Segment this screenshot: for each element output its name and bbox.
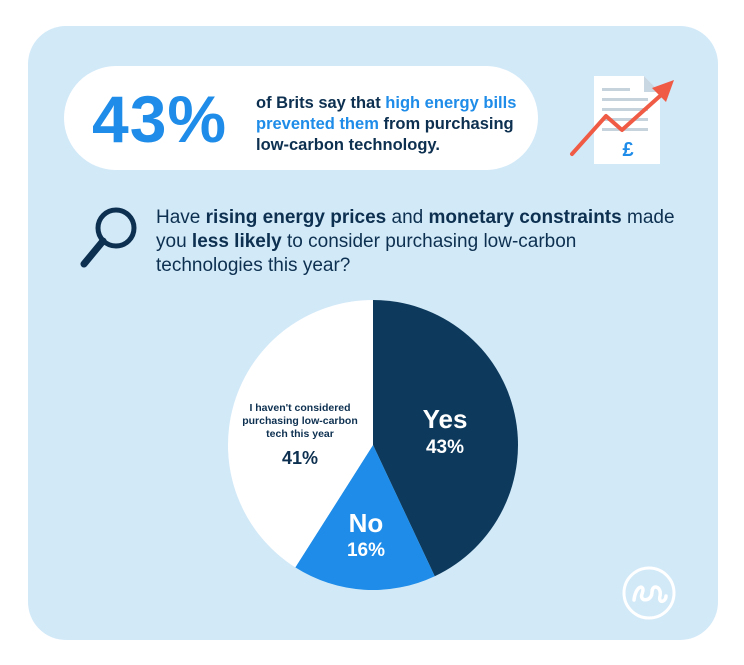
slice-value-havent-considered: 41% (281, 448, 319, 468)
slice-value-yes: 43% (425, 437, 465, 458)
headline-pill (64, 66, 538, 170)
question-part-4: to consider purchasing low-carbon techno… (156, 231, 577, 276)
headline-text-part-2: from purchasing low-carbon technology. (256, 115, 514, 154)
question-bold-1: rising energy prices (205, 207, 387, 228)
pie-slice-havent-considered (228, 300, 373, 568)
survey-question: Have rising energy prices and monetary c… (156, 206, 676, 278)
headline-text-highlight: high energy bills prevented them (256, 94, 517, 133)
magnifying-glass-icon (80, 207, 137, 268)
slice-label-havent-considered: I haven't considered purchasing low-carb… (242, 402, 358, 440)
question-bold-2: monetary constraints (428, 207, 622, 228)
question-part-1: Have (156, 207, 206, 228)
question-part-3: made you (156, 207, 675, 252)
headline-text: of Brits say that high energy bills prev… (256, 93, 528, 156)
document-with-rising-chart-icon: £ (570, 76, 674, 164)
pie-slice-yes (373, 300, 519, 577)
pound-symbol: £ (622, 139, 633, 161)
headline-percent: 43% (92, 82, 228, 156)
slice-value-no: 16% (346, 540, 386, 561)
slice-label-yes: Yes (422, 404, 468, 434)
question-part-2: and (386, 207, 429, 228)
headline-text-part-1: of Brits say that (256, 94, 386, 112)
question-bold-3: less likely (191, 231, 282, 252)
pie-slice-no (295, 445, 435, 591)
slice-label-no: No (348, 508, 384, 538)
brand-logo-icon (622, 566, 676, 620)
